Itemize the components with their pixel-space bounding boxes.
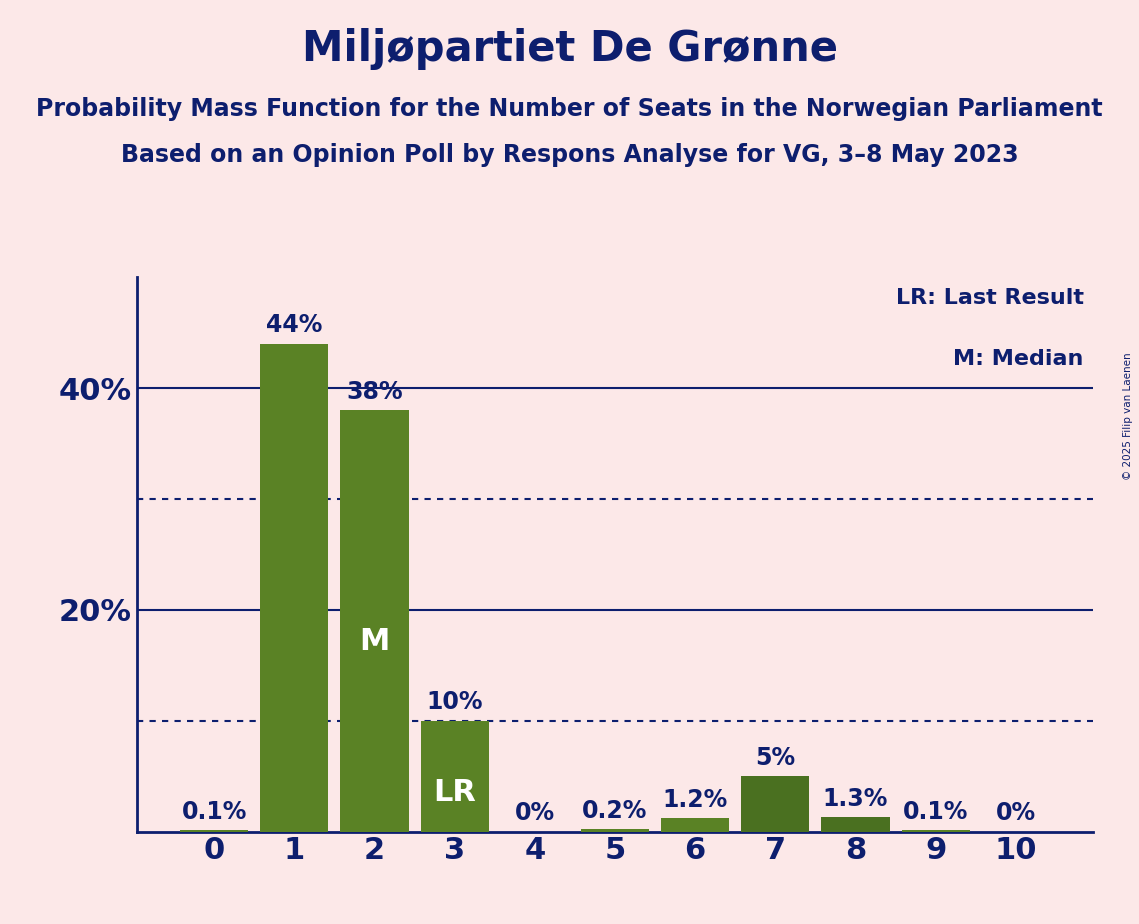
Bar — [341, 410, 409, 832]
Text: Based on an Opinion Poll by Respons Analyse for VG, 3–8 May 2023: Based on an Opinion Poll by Respons Anal… — [121, 143, 1018, 167]
Text: 10%: 10% — [426, 690, 483, 714]
Text: M: M — [360, 627, 390, 656]
Text: Miljøpartiet De Grønne: Miljøpartiet De Grønne — [302, 28, 837, 69]
Text: 38%: 38% — [346, 380, 403, 404]
Bar — [261, 344, 328, 832]
Text: 0.1%: 0.1% — [903, 800, 968, 824]
Text: 1.2%: 1.2% — [663, 787, 728, 811]
Bar — [420, 721, 489, 832]
Text: 0%: 0% — [995, 801, 1036, 825]
Text: 0.1%: 0.1% — [181, 800, 247, 824]
Text: LR: LR — [433, 778, 476, 808]
Bar — [902, 831, 969, 832]
Bar — [821, 817, 890, 832]
Text: 0.2%: 0.2% — [582, 798, 648, 822]
Text: 44%: 44% — [267, 313, 322, 337]
Text: Probability Mass Function for the Number of Seats in the Norwegian Parliament: Probability Mass Function for the Number… — [36, 97, 1103, 121]
Bar — [180, 831, 248, 832]
Text: LR: Last Result: LR: Last Result — [896, 288, 1084, 309]
Text: © 2025 Filip van Laenen: © 2025 Filip van Laenen — [1123, 352, 1133, 480]
Bar — [741, 776, 810, 832]
Text: 5%: 5% — [755, 746, 795, 770]
Text: 0%: 0% — [515, 801, 555, 825]
Bar — [581, 830, 649, 832]
Bar — [661, 819, 729, 832]
Text: 1.3%: 1.3% — [822, 786, 888, 810]
Text: M: Median: M: Median — [953, 349, 1084, 370]
